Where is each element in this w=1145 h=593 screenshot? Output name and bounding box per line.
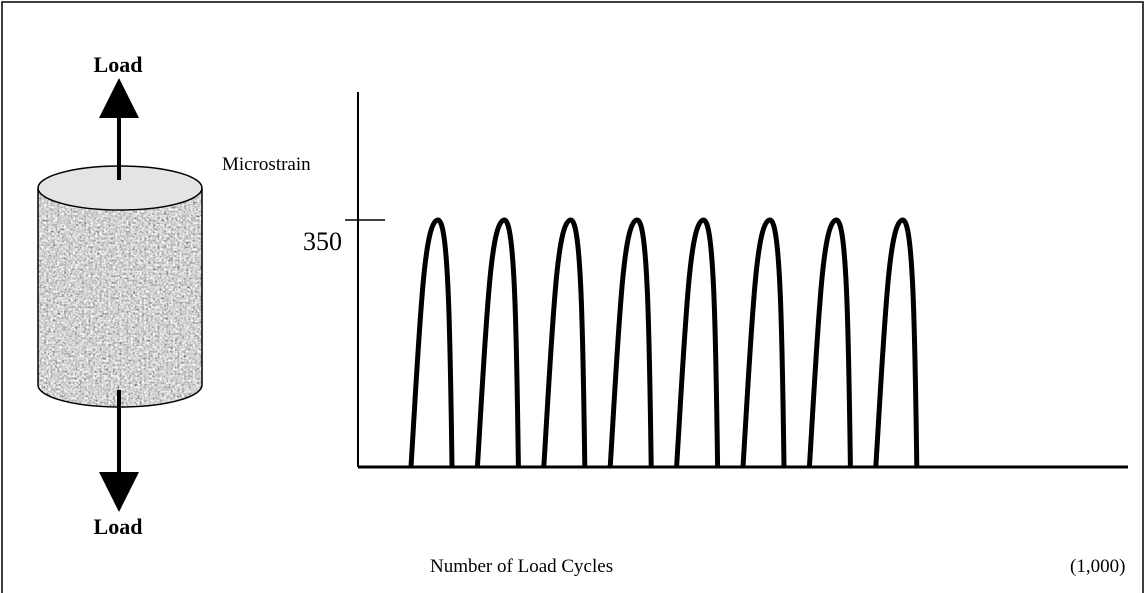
plot: Microstrain 350 Number of Load Cycles (1… (222, 92, 1128, 577)
tick-label: 350 (303, 227, 342, 256)
specimen: Load Load (38, 52, 202, 539)
x-unit: (1,000) (1070, 556, 1125, 577)
strain-pulse (743, 220, 784, 467)
strain-pulse (809, 220, 850, 467)
diagram: Load Load Microstrain 350 Number of Load… (0, 0, 1145, 593)
load-label: Load (94, 514, 143, 539)
y-label: Microstrain (222, 154, 311, 175)
x-label: Number of Load Cycles (430, 556, 613, 577)
strain-pulse (876, 220, 917, 467)
strain-pulse (544, 220, 585, 467)
strain-pulse (610, 220, 651, 467)
strain-pulse (477, 220, 518, 467)
load-label: Load (94, 52, 143, 77)
strain-pulse (677, 220, 718, 467)
strain-pulse (411, 220, 452, 467)
